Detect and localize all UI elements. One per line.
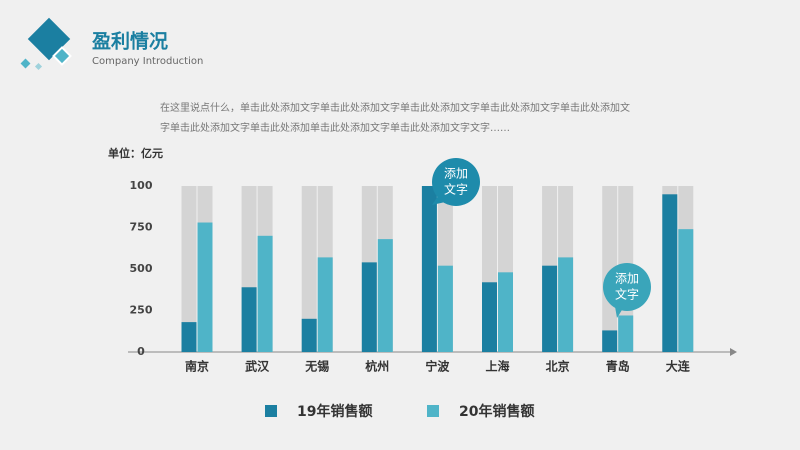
bubble-text: 文字 <box>615 287 639 302</box>
x-tick-label: 无锡 <box>304 359 329 374</box>
axis-arrow <box>730 348 737 356</box>
description-line: 字单击此处添加文字单击此处添加单击此处添加文字单击此处添加文字文字…… <box>160 121 510 134</box>
title: 盈利情况 <box>91 30 168 53</box>
bar <box>482 282 497 352</box>
legend-swatch <box>265 405 277 417</box>
x-tick-label: 青岛 <box>606 359 630 374</box>
bar <box>377 239 393 352</box>
bar <box>602 330 618 352</box>
bubble <box>603 263 651 311</box>
bar <box>678 229 694 352</box>
bar <box>437 265 453 352</box>
bubble-text: 添加 <box>615 272 639 286</box>
bar <box>558 257 574 352</box>
bar <box>197 222 213 352</box>
legend-swatch <box>427 405 439 417</box>
bar <box>618 315 634 352</box>
legend-label: 20年销售额 <box>459 403 534 420</box>
legend-label: 19年销售额 <box>297 403 372 420</box>
y-tick-label: 0 <box>137 345 145 358</box>
x-tick-label: 大连 <box>666 359 691 374</box>
subtitle: Company Introduction <box>92 56 203 67</box>
x-tick-label: 宁波 <box>425 359 450 374</box>
bar <box>662 194 678 352</box>
bar <box>317 257 333 352</box>
logo <box>20 17 72 71</box>
bar-track <box>181 186 197 352</box>
y-tick-label: 500 <box>130 262 153 275</box>
x-tick-label: 南京 <box>185 359 209 374</box>
x-tick-label: 杭州 <box>365 359 389 374</box>
bar-track <box>602 186 618 352</box>
bubble-text: 添加 <box>444 167 468 181</box>
bar <box>421 186 437 352</box>
y-tick-label: 750 <box>130 221 153 234</box>
bar <box>361 262 377 352</box>
description-line: 在这里说点什么，单击此处添加文字单击此处添加文字单击此处添加文字单击此处添加文字… <box>160 101 630 114</box>
bar <box>181 322 197 352</box>
x-tick-label: 上海 <box>485 359 509 374</box>
bubble <box>432 158 480 206</box>
bar-track <box>301 186 317 352</box>
bar <box>241 287 257 352</box>
bar <box>498 272 513 352</box>
x-tick-label: 武汉 <box>245 359 270 374</box>
unit-label: 单位：亿元 <box>108 146 163 160</box>
x-tick-label: 北京 <box>546 359 570 374</box>
y-tick-label: 250 <box>130 304 153 317</box>
bar <box>542 265 558 352</box>
bar <box>257 235 273 352</box>
bubble-text: 文字 <box>444 182 468 197</box>
bar <box>301 318 317 352</box>
y-tick-label: 100 <box>130 179 153 192</box>
